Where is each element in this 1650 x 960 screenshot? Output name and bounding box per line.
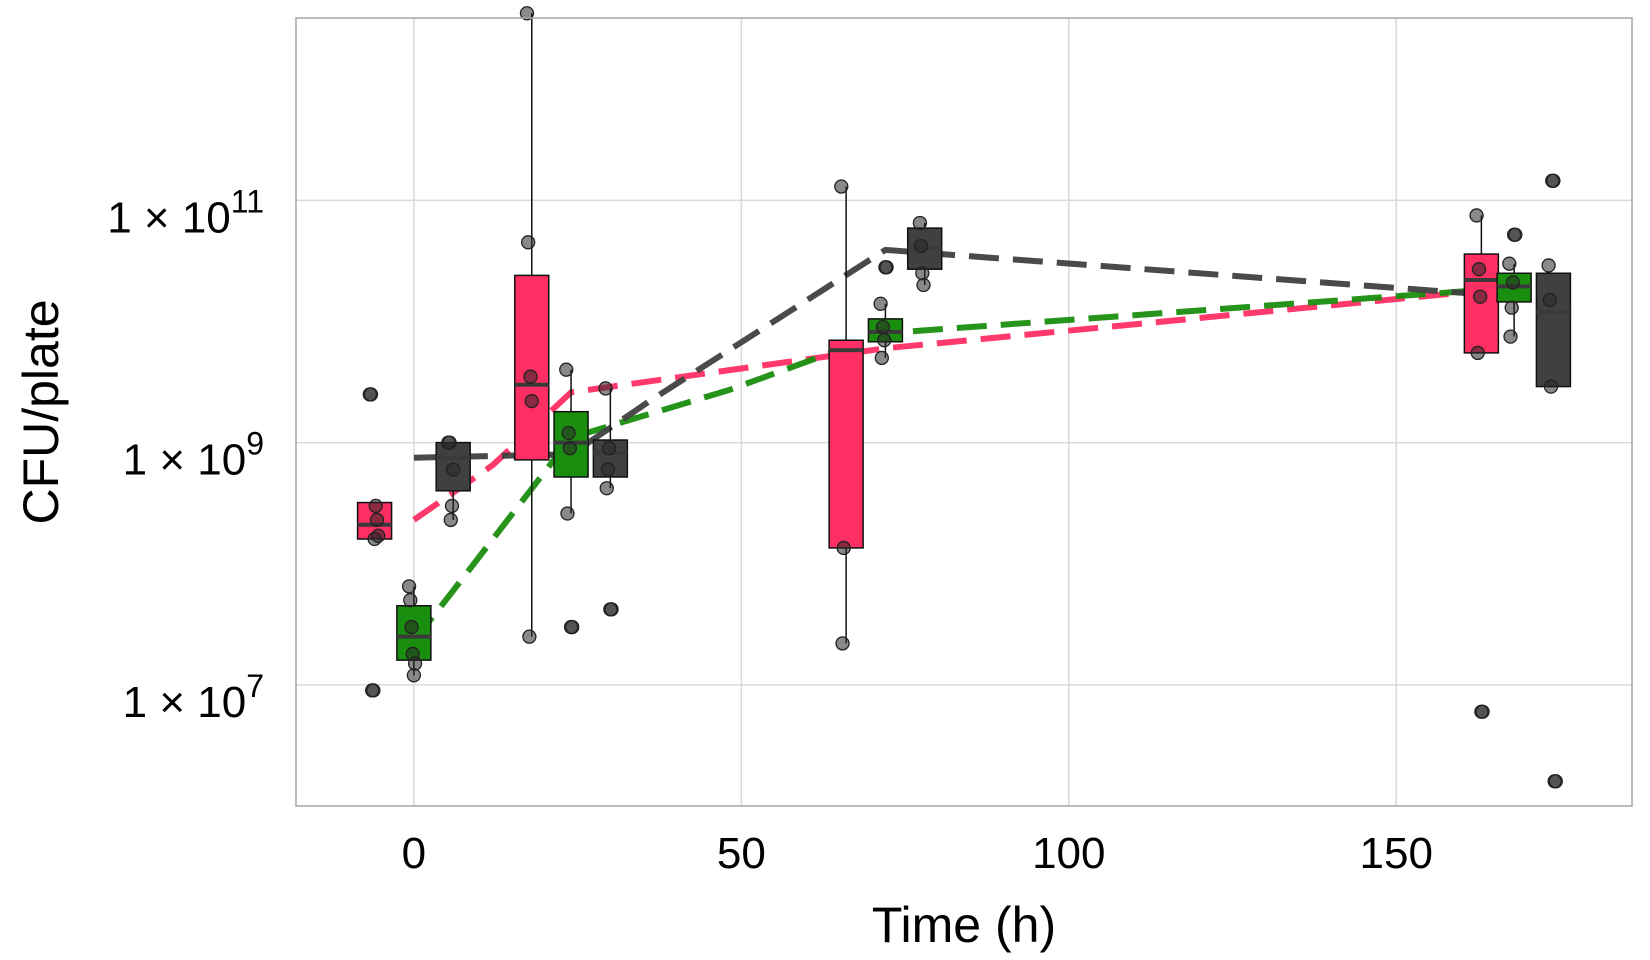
y-tick-base: 1 × 10 [107,193,231,242]
data-point [1546,173,1561,188]
y-tick-exponent: 7 [246,668,264,704]
data-point [1508,227,1523,242]
data-point [877,333,892,348]
y-tick-exponent: 9 [246,426,264,462]
data-point [366,683,381,698]
data-point [522,629,537,644]
trend-line [411,284,1515,643]
data-point [874,350,889,366]
x-tick-label: 0 [402,829,426,878]
data-point [1548,774,1563,789]
trend-line [412,284,1515,523]
data-point [912,215,928,231]
data-point [1475,704,1490,719]
data-point [406,668,422,683]
data-point [915,266,930,281]
x-tick-label: 150 [1360,829,1433,878]
data-point [559,362,574,377]
data-point [875,319,891,335]
data-point [368,498,383,514]
data-point [562,440,578,456]
data-point [363,387,379,402]
y-tick-base: 1 × 10 [123,678,247,727]
data-point [599,481,614,496]
data-point [369,512,385,528]
data-point [560,506,575,521]
data-point [836,540,851,556]
data-point [519,6,535,21]
data-point [1502,256,1517,271]
data-point [1473,289,1488,304]
data-point [913,238,929,254]
data-point [1542,292,1557,308]
data-point [1505,275,1521,290]
data-point [1541,258,1556,273]
data-point [561,425,576,441]
data-point [834,179,849,194]
data-point [524,393,539,409]
box-iqr [1463,253,1500,354]
data-point [401,579,417,594]
data-point [403,593,418,608]
data-point [371,528,386,543]
boxplots [356,13,1572,676]
box-iqr [514,274,550,461]
data-point [1470,345,1485,361]
data-point [442,435,457,450]
y-tick-base: 1 × 10 [123,436,247,485]
box-iqr [828,339,864,549]
x-tick-label: 50 [717,829,766,878]
data-point [1543,379,1559,394]
data-point [604,602,619,617]
data-point [879,260,894,275]
data-point [1469,208,1484,223]
data-point [1503,329,1518,344]
y-tick-label: 1 × 1011 [107,183,264,242]
data-point [444,498,460,514]
data-point [600,462,616,477]
data-point [523,369,538,384]
data-point [873,296,888,311]
data-point [598,381,613,396]
data-point [565,619,580,635]
data-point [443,512,458,528]
data-point [1471,262,1487,277]
y-axis-title: CFU/plate [13,299,69,524]
y-tick-exponent: 11 [231,183,264,219]
y-tick-label: 1 × 109 [123,426,264,485]
data-point [602,440,617,456]
y-tick-label: 1 × 107 [123,668,264,727]
data-point [916,277,931,293]
data-point [835,636,850,651]
data-point [404,619,419,635]
data-points [362,6,1563,789]
x-tick-label: 100 [1032,829,1105,878]
data-point [446,462,461,477]
plot-frame [295,17,1633,807]
grid-lines [296,18,1632,806]
data-point [1504,300,1519,315]
data-point [521,235,536,250]
x-axis-title: Time (h) [872,897,1056,953]
box-iqr [1535,272,1572,388]
x-tick-labels: 0 50 100 150 [402,829,1433,878]
data-point [407,656,423,671]
